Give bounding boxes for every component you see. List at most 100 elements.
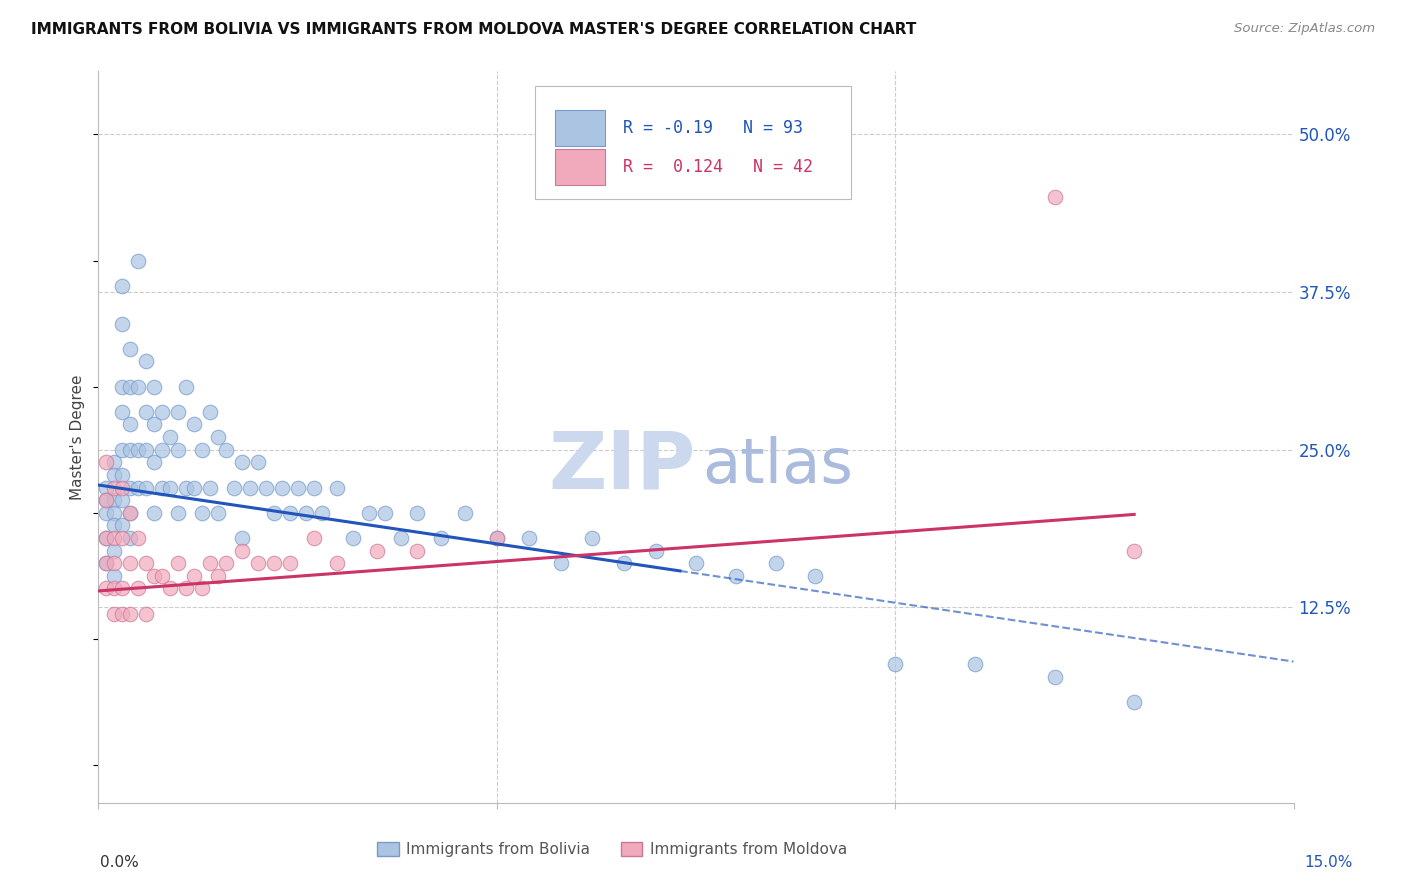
Point <box>326 556 349 570</box>
Point <box>389 531 412 545</box>
Point <box>1043 190 1066 204</box>
Point <box>254 481 277 495</box>
Point <box>103 506 125 520</box>
Point <box>127 253 149 268</box>
Point <box>159 430 181 444</box>
Text: ZIP: ZIP <box>548 427 696 506</box>
Point <box>120 506 142 520</box>
Point <box>103 543 125 558</box>
Point <box>96 506 118 520</box>
Point <box>191 506 214 520</box>
Point <box>120 442 142 457</box>
Point <box>278 506 301 520</box>
FancyBboxPatch shape <box>555 149 605 186</box>
Point <box>270 481 292 495</box>
Point <box>150 481 173 495</box>
Point <box>120 531 142 545</box>
Point <box>103 531 125 545</box>
Point <box>207 569 229 583</box>
Point <box>96 531 118 545</box>
Point <box>613 556 636 570</box>
Point <box>135 481 157 495</box>
Point <box>120 342 142 356</box>
Point <box>150 569 173 583</box>
Point <box>96 556 118 570</box>
Point <box>103 582 125 596</box>
Point <box>406 543 429 558</box>
Point <box>143 379 166 393</box>
Point <box>135 607 157 621</box>
Point <box>96 493 118 508</box>
Point <box>517 531 540 545</box>
Point <box>111 531 134 545</box>
Point <box>311 506 333 520</box>
Point <box>198 405 221 419</box>
Text: IMMIGRANTS FROM BOLIVIA VS IMMIGRANTS FROM MOLDOVA MASTER'S DEGREE CORRELATION C: IMMIGRANTS FROM BOLIVIA VS IMMIGRANTS FR… <box>31 22 917 37</box>
Point <box>167 405 190 419</box>
Point <box>96 455 118 469</box>
Point <box>207 506 229 520</box>
Point <box>127 442 149 457</box>
Point <box>150 405 173 419</box>
Point <box>111 582 134 596</box>
Point <box>103 481 125 495</box>
FancyBboxPatch shape <box>534 86 852 200</box>
Point <box>111 493 134 508</box>
Point <box>103 556 125 570</box>
Point <box>167 556 190 570</box>
Point <box>167 506 190 520</box>
Point <box>96 531 118 545</box>
Point <box>207 430 229 444</box>
Point <box>103 455 125 469</box>
Point <box>263 556 285 570</box>
Point <box>222 481 245 495</box>
Point <box>550 556 572 570</box>
Point <box>159 582 181 596</box>
Point <box>120 607 142 621</box>
Point <box>183 481 205 495</box>
Point <box>111 379 134 393</box>
Point <box>143 417 166 432</box>
Point <box>111 518 134 533</box>
Point <box>159 481 181 495</box>
Point <box>485 531 508 545</box>
Text: atlas: atlas <box>702 436 853 496</box>
Point <box>183 569 205 583</box>
Text: R =  0.124   N = 42: R = 0.124 N = 42 <box>623 158 813 176</box>
Point <box>430 531 453 545</box>
Point <box>765 556 787 570</box>
Point <box>231 455 253 469</box>
Point <box>96 582 118 596</box>
Point <box>103 518 125 533</box>
Point <box>135 354 157 368</box>
Point <box>231 531 253 545</box>
Point <box>406 506 429 520</box>
Point <box>174 379 197 393</box>
Point <box>96 481 118 495</box>
Point <box>111 607 134 621</box>
Point <box>294 506 316 520</box>
Point <box>685 556 707 570</box>
Text: 15.0%: 15.0% <box>1305 855 1353 870</box>
Point <box>645 543 668 558</box>
Point <box>1123 695 1146 709</box>
Point <box>103 467 125 482</box>
Point <box>135 442 157 457</box>
Point <box>326 481 349 495</box>
Point <box>302 531 325 545</box>
Point <box>191 442 214 457</box>
Point <box>127 481 149 495</box>
Point <box>167 442 190 457</box>
Point <box>198 481 221 495</box>
Point <box>120 481 142 495</box>
Point <box>1123 543 1146 558</box>
Point <box>485 531 508 545</box>
Point <box>246 556 269 570</box>
Point <box>96 493 118 508</box>
Point <box>581 531 603 545</box>
Text: 0.0%: 0.0% <box>100 855 139 870</box>
Point <box>111 467 134 482</box>
Point <box>120 379 142 393</box>
Point <box>135 405 157 419</box>
Point <box>120 556 142 570</box>
